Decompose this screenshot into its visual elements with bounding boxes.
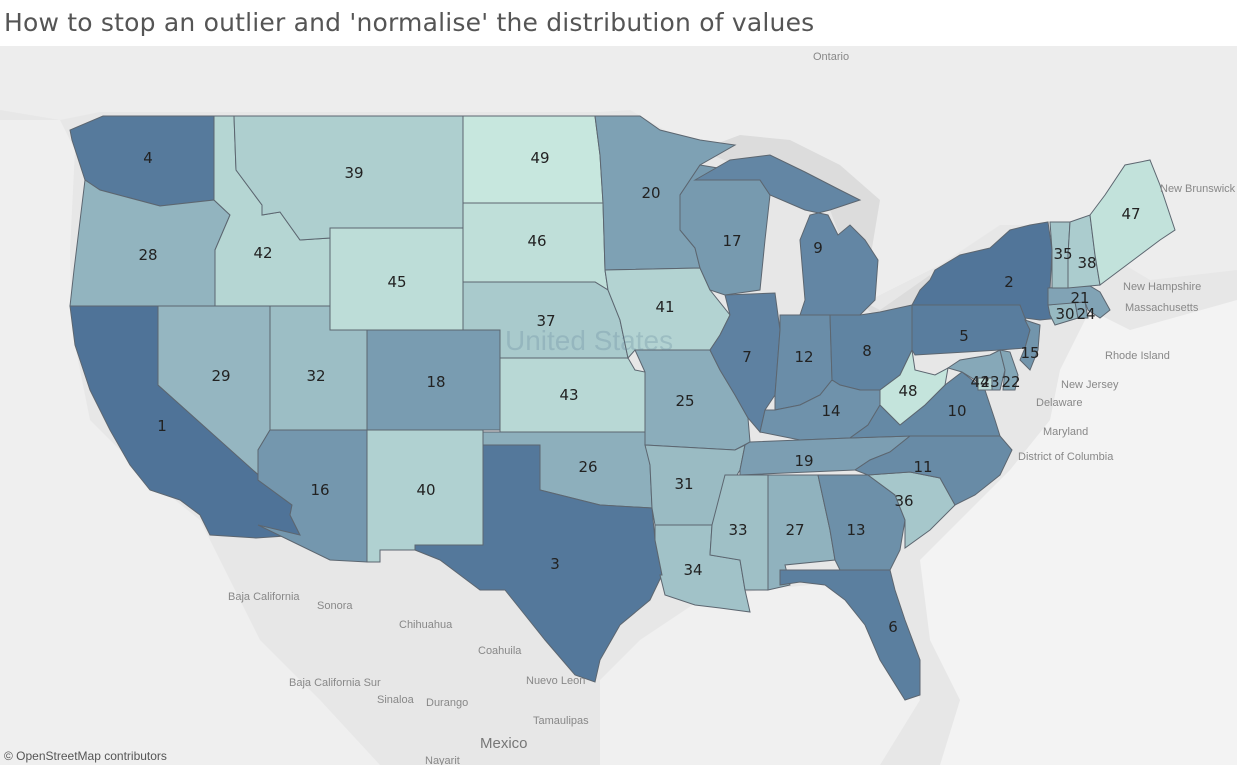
geo-label-dc: District of Columbia [1018,451,1114,463]
state-label-WA: 4 [143,149,153,167]
state-label-CO: 18 [426,373,445,391]
gulf-water [600,580,920,765]
geo-label-sinaloa: Sinaloa [377,694,415,706]
geo-label-durango: Durango [426,697,468,709]
state-label-MA: 21 [1070,289,1089,307]
geo-label-nuevo-leon: Nuevo Leon [526,675,585,687]
geo-label-coahuila: Coahuila [478,645,522,657]
state-label-NE: 37 [536,312,555,330]
state-label-NV: 29 [211,367,230,385]
state-pennsylvania[interactable] [911,304,1031,356]
state-label-LA: 34 [683,561,702,579]
state-new-jersey[interactable] [1019,319,1041,371]
choropleth-map[interactable]: 4 28 1 42 29 39 45 32 16 18 40 49 46 37 … [0,46,1237,765]
ocean-east [920,300,1237,765]
state-labels-layer: 4 28 1 42 29 39 45 32 16 18 40 49 46 37 … [138,149,1140,636]
state-label-VT: 35 [1053,245,1072,263]
state-label-IA: 41 [655,298,674,316]
state-label-MI: 9 [813,239,823,257]
geo-label-sonora: Sonora [317,600,353,612]
state-label-DE: 22 [1001,373,1020,391]
state-label-NY: 2 [1004,273,1014,291]
state-label-NC: 11 [913,458,932,476]
state-label-SC: 36 [894,492,913,510]
state-label-OR: 28 [138,246,157,264]
state-maine[interactable] [1089,159,1176,286]
geo-label-delaware: Delaware [1036,397,1082,409]
geo-label-nayarit: Nayarit [425,755,460,765]
state-florida[interactable] [779,569,921,701]
state-label-AZ: 16 [310,481,329,499]
geo-label-baja-california: Baja California [228,591,300,603]
country-label: United States [505,325,673,356]
state-north-carolina[interactable] [853,435,1013,506]
state-label-IN: 12 [794,348,813,366]
state-delaware[interactable] [999,349,1019,391]
state-texas[interactable] [414,444,663,683]
state-label-KY: 14 [821,402,840,420]
geo-label-maryland: Maryland [1043,426,1088,438]
geo-label-rhode-island: Rhode Island [1105,350,1170,362]
geo-label-new-brunswick: New Brunswick [1160,183,1236,195]
basemap-labels: Ontario New Brunswick New Hampshire Mass… [228,51,1236,765]
canada-land [0,46,1237,300]
state-massachusetts[interactable] [1047,285,1111,319]
state-label-PA: 5 [959,327,969,345]
state-label-NM: 40 [416,481,435,499]
state-label-AL: 27 [785,521,804,539]
geo-label-chihuahua: Chihuahua [399,619,453,631]
page-title: How to stop an outlier and 'normalise' t… [4,8,815,37]
state-label-AR: 31 [674,475,693,493]
state-label-MO: 25 [675,392,694,410]
state-label-MS: 33 [728,521,747,539]
state-label-TN: 19 [794,452,813,470]
state-label-SD: 46 [527,232,546,250]
geo-label-tamaulipas: Tamaulipas [533,715,589,727]
state-label-TX: 3 [550,555,560,573]
state-label-CA: 1 [157,417,167,435]
map-attribution: © OpenStreetMap contributors [4,749,167,763]
state-label-MT: 39 [344,164,363,182]
state-label-VA: 10 [947,402,966,420]
state-label-ND: 49 [530,149,549,167]
state-label-NH: 38 [1077,254,1096,272]
geo-label-ontario: Ontario [813,51,849,63]
state-label-OH: 8 [862,342,872,360]
state-label-WY: 45 [387,273,406,291]
state-label-NJ: 15 [1020,344,1039,362]
state-label-KS: 43 [559,386,578,404]
state-label-IL: 7 [742,348,752,366]
state-label-ME: 47 [1121,205,1140,223]
state-district-of-columbia[interactable] [977,377,993,391]
pacific-water [0,120,380,765]
state-label-GA: 13 [846,521,865,539]
state-label-DC: 44 [970,373,989,391]
state-label-WI: 17 [722,232,741,250]
state-label-MN: 20 [641,184,660,202]
state-label-FL: 6 [888,618,898,636]
great-lakes-water [700,135,935,320]
states-layer [69,115,1176,701]
state-label-RI: 24 [1076,305,1095,323]
state-label-CT: 30 [1055,305,1074,323]
state-label-WV: 48 [898,382,917,400]
state-label-MD: 23 [980,373,999,391]
geo-label-new-jersey: New Jersey [1061,379,1119,391]
geo-label-mexico: Mexico [480,735,528,752]
state-label-ID: 42 [253,244,272,262]
geo-label-new-hampshire: New Hampshire [1123,281,1201,293]
geo-label-baja-california-sur: Baja California Sur [289,677,381,689]
state-label-UT: 32 [306,367,325,385]
geo-label-massachusetts: Massachusetts [1125,302,1199,314]
state-label-OK: 26 [578,458,597,476]
